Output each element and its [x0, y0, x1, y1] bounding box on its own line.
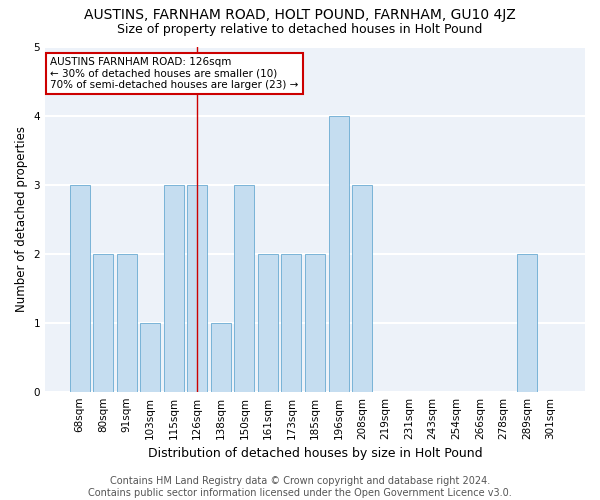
Bar	[211, 322, 231, 392]
Text: Size of property relative to detached houses in Holt Pound: Size of property relative to detached ho…	[118, 22, 482, 36]
Text: Contains HM Land Registry data © Crown copyright and database right 2024.
Contai: Contains HM Land Registry data © Crown c…	[88, 476, 512, 498]
Bar	[70, 184, 89, 392]
Text: AUSTINS FARNHAM ROAD: 126sqm
← 30% of detached houses are smaller (10)
70% of se: AUSTINS FARNHAM ROAD: 126sqm ← 30% of de…	[50, 57, 299, 90]
Y-axis label: Number of detached properties: Number of detached properties	[15, 126, 28, 312]
Bar	[140, 322, 160, 392]
Bar	[352, 184, 372, 392]
Bar	[258, 254, 278, 392]
Bar	[187, 184, 208, 392]
Bar	[93, 254, 113, 392]
Bar	[281, 254, 301, 392]
Bar	[116, 254, 137, 392]
Bar	[517, 254, 537, 392]
Bar	[305, 254, 325, 392]
X-axis label: Distribution of detached houses by size in Holt Pound: Distribution of detached houses by size …	[148, 447, 482, 460]
Bar	[235, 184, 254, 392]
Bar	[329, 116, 349, 392]
Bar	[164, 184, 184, 392]
Text: AUSTINS, FARNHAM ROAD, HOLT POUND, FARNHAM, GU10 4JZ: AUSTINS, FARNHAM ROAD, HOLT POUND, FARNH…	[84, 8, 516, 22]
